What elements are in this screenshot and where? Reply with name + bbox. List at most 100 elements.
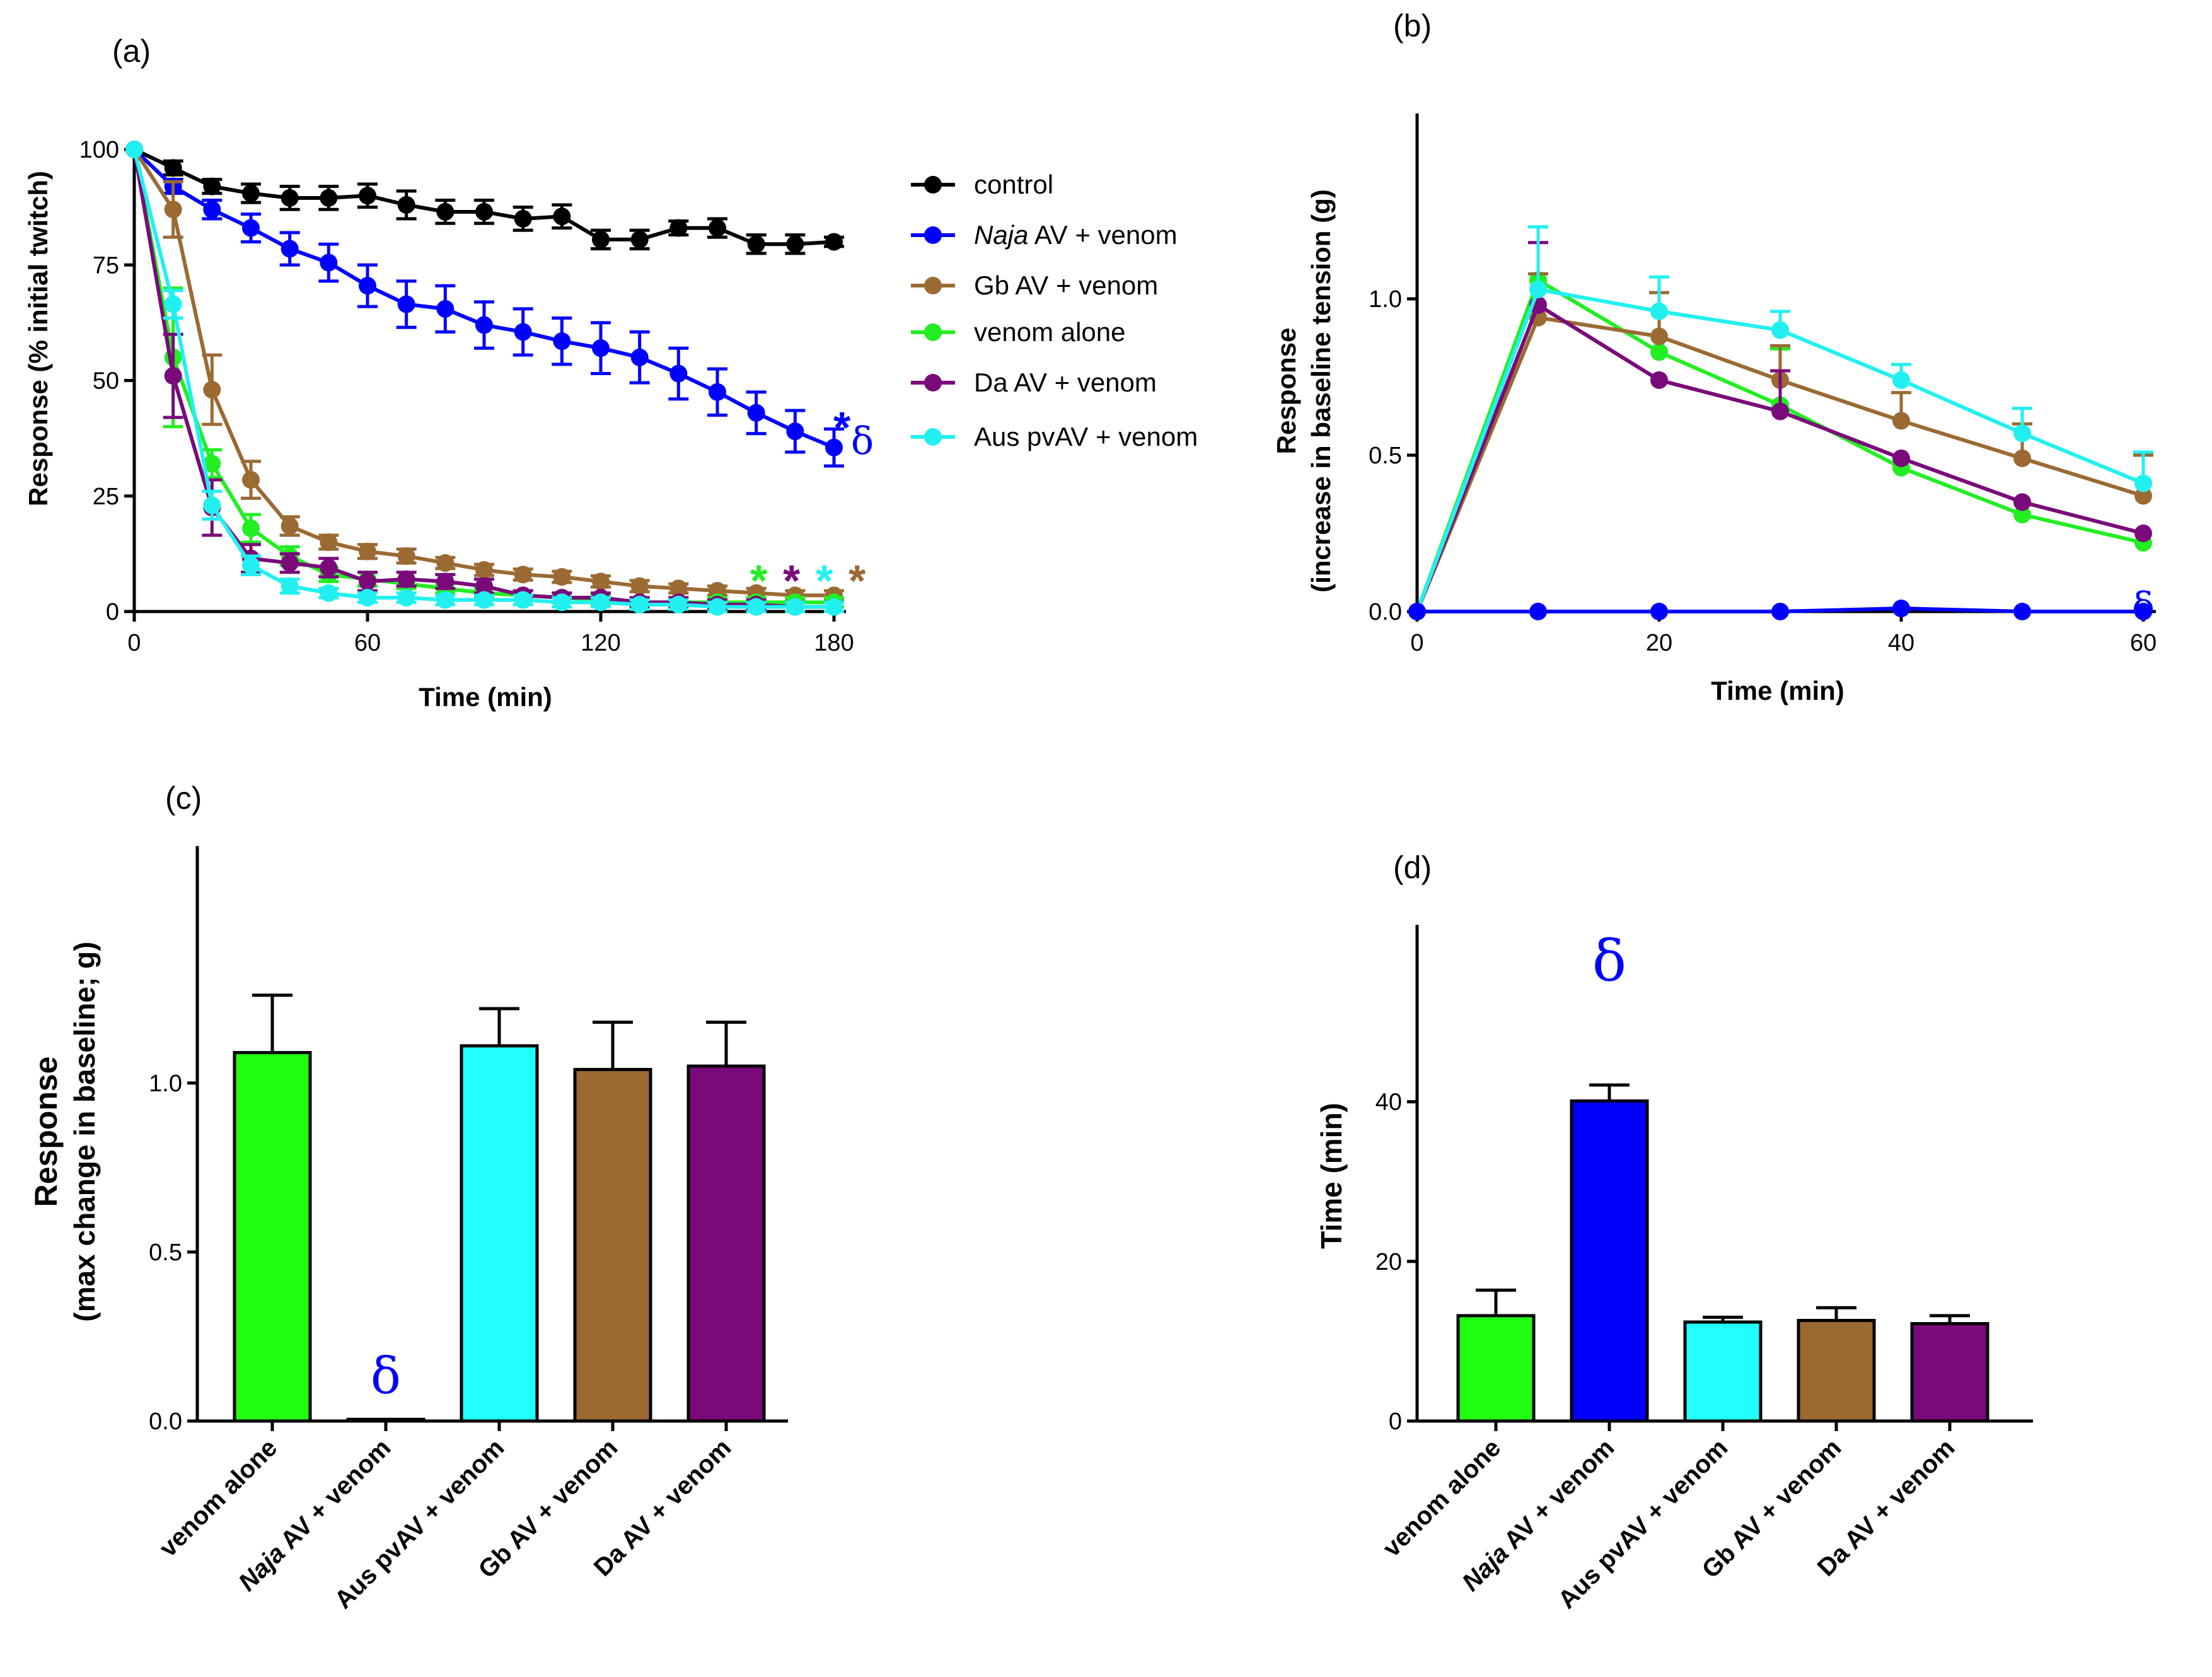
- a-point: [359, 589, 376, 607]
- b-point: [1892, 600, 1910, 618]
- a-point: [709, 598, 726, 616]
- b-x-tick-label: 20: [1646, 630, 1672, 656]
- a-point: [475, 591, 493, 609]
- a-point: [630, 577, 649, 595]
- d-bar-group-aus-pvav-venom: [1683, 1315, 1763, 1423]
- b-point: [1650, 371, 1668, 389]
- a-point: [203, 455, 221, 473]
- legend-entry-aus: Aus pvAV + venom: [911, 422, 1198, 451]
- c-y-tick-label: 0.5: [149, 1239, 182, 1266]
- c-bar-gb-av-venom: [573, 1067, 652, 1423]
- a-point: [397, 295, 415, 313]
- a-point: [475, 561, 493, 579]
- c-y-tick-label: 1.0: [149, 1071, 182, 1097]
- b-x-tick-label: 0: [1410, 630, 1423, 656]
- a-point: [359, 187, 376, 205]
- panel-c-ylabel-line1: Response: [28, 1057, 64, 1207]
- b-series-naja-av-venom: [1408, 600, 2152, 620]
- b-y-tick-label: 1.0: [1369, 286, 1402, 313]
- b-point: [1892, 371, 1910, 389]
- legend-entry-naja: Naja AV + venom: [911, 220, 1178, 250]
- a-point: [475, 202, 493, 221]
- a-point: [203, 381, 221, 399]
- a-point: [320, 253, 338, 272]
- gb-star-annotation: *: [848, 556, 866, 605]
- a-point: [242, 184, 260, 202]
- aus-star-annotation: *: [816, 556, 833, 605]
- legend-entry-da: Da AV + venom: [911, 368, 1157, 397]
- a-point: [825, 233, 843, 251]
- a-y-tick-label: 50: [93, 368, 119, 395]
- a-point: [281, 577, 299, 595]
- a-point: [669, 579, 688, 598]
- a-point: [281, 554, 299, 572]
- a-x-tick-label: 120: [581, 630, 620, 656]
- legend-entry-gb: Gb AV + venom: [911, 270, 1158, 300]
- d-bar-aus-pvav-venom: [1683, 1320, 1763, 1423]
- legend-entry-venom-alone: venom alone: [911, 317, 1126, 347]
- a-point: [359, 572, 376, 591]
- b-point: [2013, 493, 2031, 511]
- a-point: [359, 542, 376, 560]
- panel-c-ylabel-line2: (max change in baseline; g): [68, 941, 101, 1321]
- d-bar-da-av-venom: [1910, 1322, 1989, 1423]
- c-bar-group-naja: [346, 1417, 426, 1423]
- a-x-tick-label: 60: [354, 630, 381, 656]
- d-bar-group-naja: [1570, 1083, 1649, 1423]
- panel-a-label: (a): [112, 33, 151, 69]
- a-point: [436, 299, 455, 318]
- panel-c-bars: [233, 993, 766, 1423]
- a-y-tick-label: 25: [93, 484, 119, 510]
- a-y-tick-label: 100: [79, 137, 119, 163]
- a-point: [397, 570, 415, 588]
- b-point: [2134, 525, 2152, 542]
- d-y-tick-label: 20: [1375, 1249, 1402, 1275]
- a-point: [320, 533, 338, 552]
- legend-label-naja-italic: Naja: [974, 220, 1028, 250]
- a-point: [397, 195, 415, 214]
- b-point: [2134, 474, 2152, 492]
- panel-b-ylabel-line1: Response: [1271, 328, 1301, 455]
- a-line-naja-av-venom: [132, 148, 835, 450]
- a-point: [125, 141, 143, 158]
- a-point: [669, 596, 688, 614]
- a-point: [203, 200, 221, 219]
- panel-a-annotations: * δ * * * *: [750, 403, 874, 605]
- a-point: [281, 240, 299, 258]
- c-bar-da-av-venom: [686, 1064, 766, 1423]
- b-point: [2013, 424, 2031, 443]
- panel-a-legend: control Naja AV + venom Gb AV + venom ve…: [911, 170, 1198, 451]
- a-point: [514, 566, 532, 584]
- panel-d-naja-delta: δ: [1592, 928, 1626, 994]
- d-category-label: venom alone: [1377, 1434, 1506, 1562]
- panel-b-axes: 0.0 0.5 1.0 0 20 40 60: [1369, 113, 2157, 656]
- panel-d-bars: [1456, 1083, 1989, 1423]
- legend-label-venom-alone: venom alone: [974, 317, 1126, 347]
- a-point: [203, 177, 221, 195]
- b-point: [1408, 603, 1426, 620]
- a-point: [281, 189, 299, 207]
- a-point: [592, 593, 610, 612]
- b-point: [1771, 603, 1789, 620]
- c-y-tick-label: 0.0: [149, 1408, 182, 1435]
- a-point: [397, 589, 415, 607]
- panel-a-series-group: [125, 141, 844, 616]
- b-series-venom-alone: [1408, 225, 2152, 620]
- c-category-label: venom alone: [154, 1434, 282, 1562]
- a-point: [436, 554, 455, 572]
- b-point: [1892, 449, 1910, 467]
- panel-b-series-group: [1408, 225, 2153, 620]
- legend-label-control: control: [974, 170, 1053, 199]
- panel-b-ylabel-line2: (increase in baseline tension (g): [1306, 189, 1336, 593]
- naja-star-annotation: *: [833, 403, 851, 452]
- d-bar-group-venom-alone: [1456, 1288, 1536, 1423]
- legend-label-naja-rest: AV + venom: [1028, 220, 1177, 250]
- a-point: [747, 235, 765, 253]
- b-series-da-av-venom: [1408, 241, 2152, 620]
- a-point: [709, 219, 726, 237]
- legend-label-naja: Naja AV + venom: [974, 220, 1178, 250]
- legend-entry-control: control: [911, 170, 1053, 199]
- b-x-tick-label: 60: [2130, 630, 2157, 656]
